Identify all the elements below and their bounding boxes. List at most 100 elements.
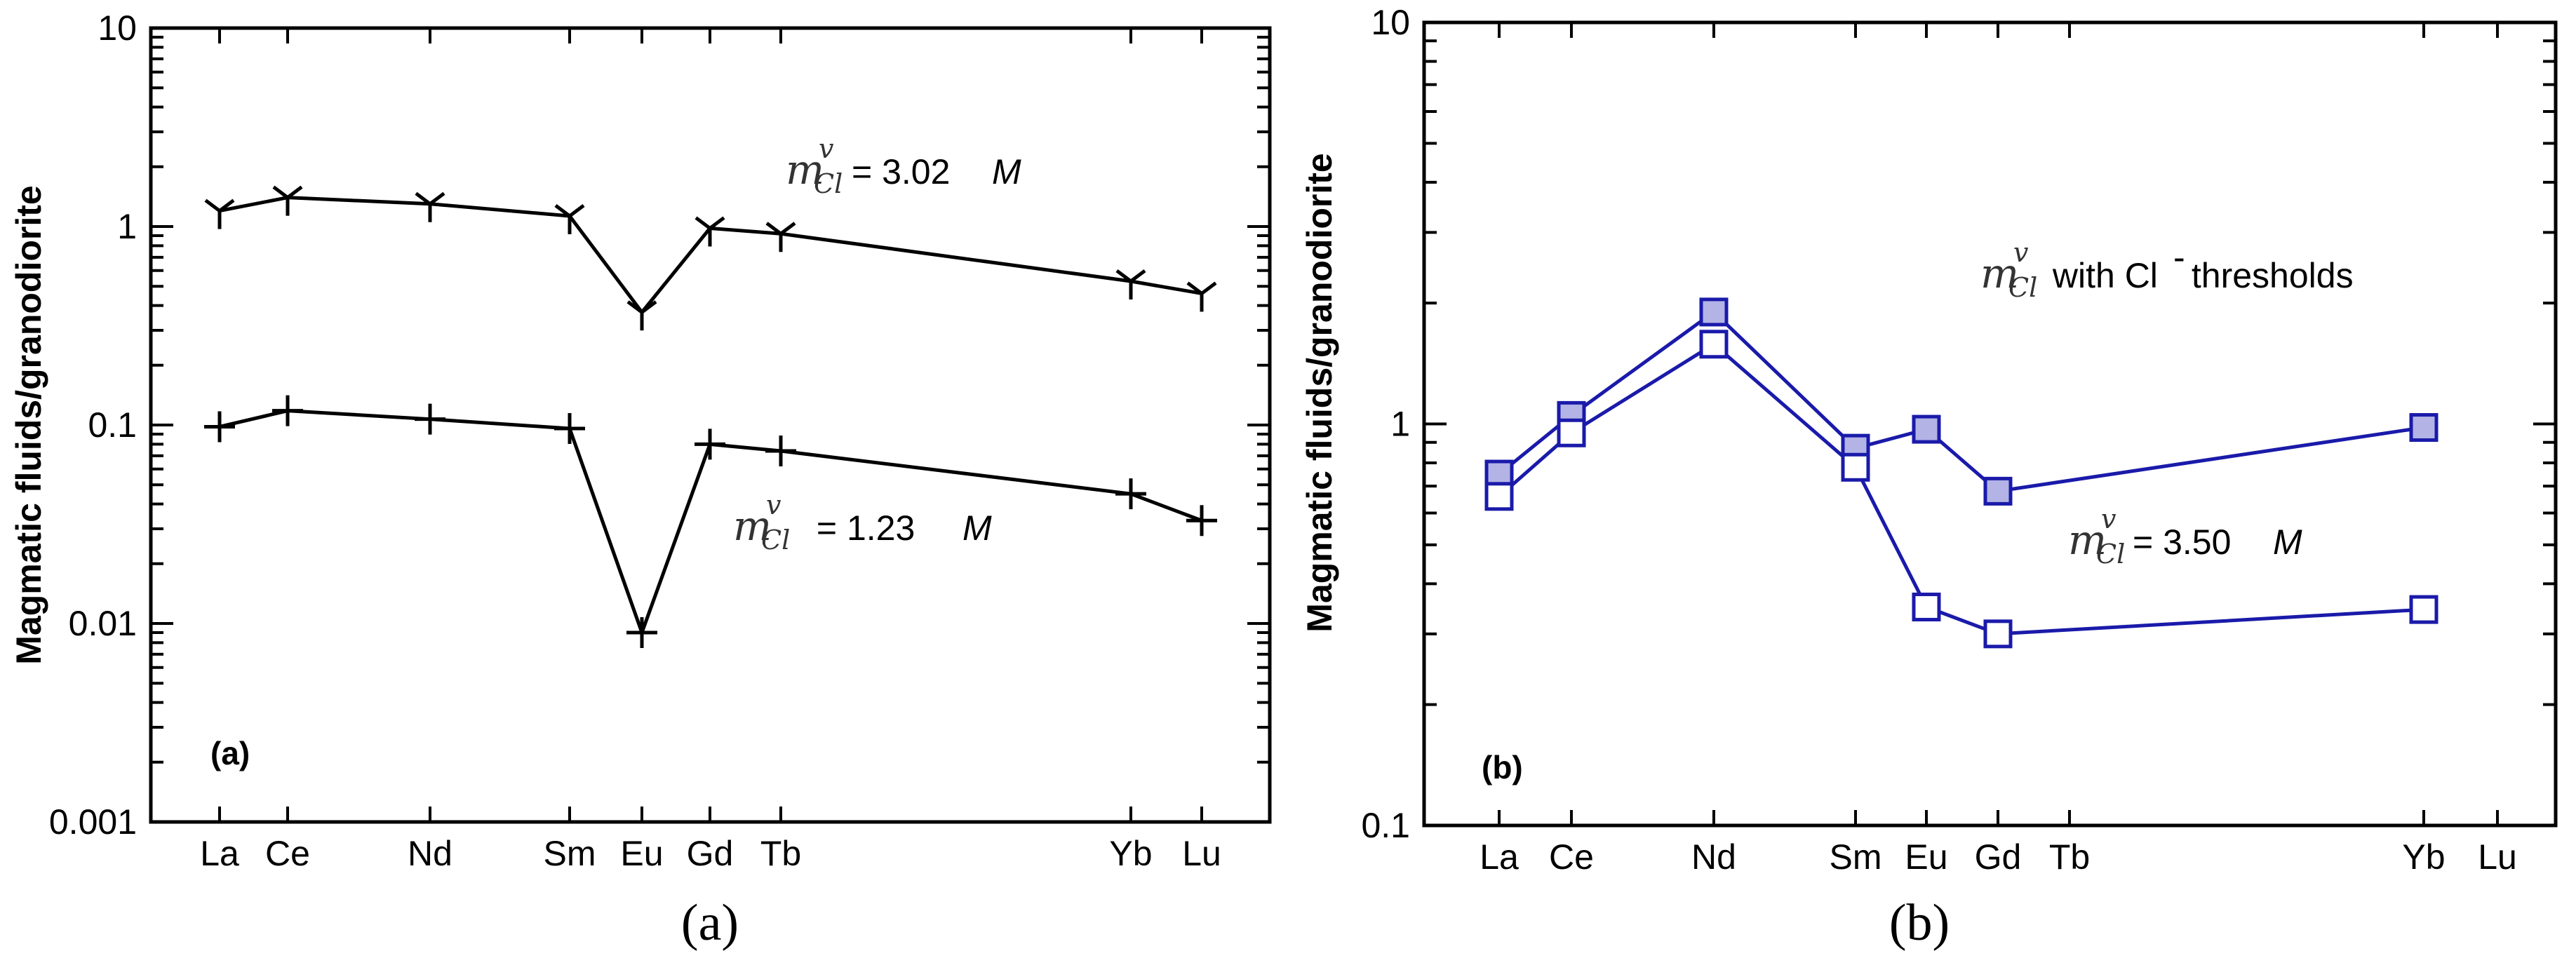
data-point — [204, 411, 235, 443]
data-point — [1186, 281, 1217, 312]
panel-a-plot-frame — [149, 26, 1272, 824]
panel-b-chart: 10 1 0.1 La Ce Nd Sm Eu Gd Tb Yb Lu Magmatic fluid… — [1300, 3, 2558, 952]
annotation-value: = 3.50 — [2133, 522, 2241, 562]
x-tick-label: La — [1480, 837, 1519, 877]
data-point — [1699, 330, 1729, 359]
data-point — [695, 216, 725, 247]
data-point — [765, 222, 796, 252]
annotation-symbol: m — [733, 502, 772, 550]
x-tick-label: Tb — [760, 834, 801, 873]
annotation-unit: M — [2273, 522, 2302, 562]
data-point — [272, 395, 303, 426]
x-tick-label: Eu — [620, 834, 663, 873]
annotation-unit: M — [962, 508, 992, 548]
annotation-unit: M — [992, 152, 1021, 191]
data-point — [272, 185, 303, 216]
data-point — [1115, 478, 1146, 510]
x-tick-label: Nd — [1691, 837, 1736, 877]
series-line — [1498, 309, 2424, 494]
x-tick-label: La — [200, 834, 239, 873]
panel-a-x-axis: La Ce Nd Sm Eu Gd Tb Yb Lu — [200, 28, 1221, 873]
data-point — [554, 413, 585, 445]
data-point — [1186, 505, 1217, 537]
annotation-text-tail: thresholds — [2182, 256, 2354, 295]
panel-a-annotation-top: m v Cl = 3.02 M — [786, 133, 1021, 199]
panel-b-annotation-top: m v Cl with Cl - thresholds — [1980, 237, 2354, 303]
series-line — [1498, 342, 2424, 636]
data-point — [765, 436, 796, 467]
x-tick-label: Tb — [2049, 837, 2090, 877]
x-tick-label: Sm — [1830, 837, 1882, 877]
y-tick-label: 10 — [98, 8, 137, 48]
panel-a-caption: (a) — [681, 894, 739, 952]
x-tick-label: Yb — [2402, 837, 2445, 877]
data-point — [1912, 593, 1941, 622]
annotation-symbol: m — [2068, 516, 2107, 564]
x-tick-label: Yb — [1109, 834, 1152, 873]
data-point — [2409, 595, 2439, 624]
annotation-symbol: m — [1980, 250, 2019, 297]
x-tick-label: Sm — [544, 834, 596, 873]
panel-b-plot-frame — [1422, 20, 2558, 828]
panel-a-chart: 10 1 0.1 0.01 0.001 La Ce Nd Sm Eu Gd Tb Yb Lu Magma… — [9, 8, 1272, 952]
annotation-subscript: Cl — [814, 168, 843, 199]
panel-a-annotation-bottom: m v Cl = 1.23 M — [733, 490, 992, 555]
data-point — [415, 403, 445, 435]
annotation-subscript: Cl — [761, 525, 790, 555]
x-tick-label: Eu — [1905, 837, 1947, 877]
data-point — [1841, 452, 1870, 482]
annotation-value: = 1.23 — [807, 508, 925, 548]
data-point — [695, 429, 725, 460]
y-tick-label: 0.001 — [49, 802, 137, 842]
panel-a-series — [204, 185, 1217, 648]
annotation-symbol: m — [786, 146, 824, 194]
y-tick-label: 10 — [1371, 3, 1410, 42]
annotation-subscript: Cl — [2008, 272, 2037, 303]
annotation-superscript: v — [2013, 237, 2029, 268]
panel-a-y-axis-title: Magmatic fluids/granodiorite — [9, 185, 48, 664]
data-point — [1557, 418, 1586, 447]
series-line — [219, 196, 1202, 316]
panel-a-y-axis: 10 1 0.1 0.01 0.001 — [49, 8, 1270, 842]
x-tick-label: Ce — [1549, 837, 1594, 877]
data-point — [1699, 297, 1729, 327]
annotation-subscript: Cl — [2096, 539, 2125, 569]
panel-b-annotation-bottom: m v Cl = 3.50 M — [2068, 504, 2302, 569]
annotation-text: with Cl — [2043, 256, 2158, 295]
data-point — [626, 300, 657, 331]
annotation-text-superscript: - — [2173, 238, 2185, 277]
annotation-superscript: v — [819, 133, 834, 164]
data-point — [204, 198, 235, 229]
x-tick-label: Ce — [265, 834, 310, 873]
annotation-superscript: v — [2101, 504, 2117, 534]
panel-b-tag: (b) — [1482, 749, 1523, 785]
y-tick-label: 0.01 — [69, 604, 137, 643]
data-point — [415, 191, 445, 222]
data-point — [1983, 619, 2013, 649]
panel-b-y-axis-title: Magmatic fluids/granodiorite — [1300, 153, 1339, 632]
x-tick-label: Gd — [687, 834, 734, 873]
y-tick-label: 1 — [1390, 405, 1410, 444]
data-point — [1912, 414, 1941, 444]
x-tick-label: Nd — [408, 834, 452, 873]
panel-b-y-axis: 10 1 0.1 — [1361, 3, 2556, 845]
y-tick-label: 1 — [117, 207, 137, 246]
data-point — [554, 203, 585, 234]
annotation-value: = 3.02 — [852, 152, 960, 191]
panel-b-caption: (b) — [1889, 894, 1950, 952]
annotation-superscript: v — [766, 490, 781, 520]
panel-b-x-axis: La Ce Nd Sm Eu Gd Tb Yb Lu — [1480, 22, 2517, 877]
x-tick-label: Gd — [1975, 837, 2022, 877]
x-tick-label: Lu — [2478, 837, 2517, 877]
y-tick-label: 0.1 — [1361, 806, 1410, 845]
y-tick-label: 0.1 — [88, 405, 137, 445]
data-point — [2409, 413, 2439, 443]
x-tick-label: Lu — [1182, 834, 1221, 873]
panel-a-tag: (a) — [210, 735, 250, 771]
panel-b-series — [1484, 297, 2439, 649]
data-point — [1983, 476, 2013, 506]
data-point — [626, 616, 657, 648]
data-point — [1484, 482, 1514, 511]
data-point — [1115, 269, 1146, 300]
